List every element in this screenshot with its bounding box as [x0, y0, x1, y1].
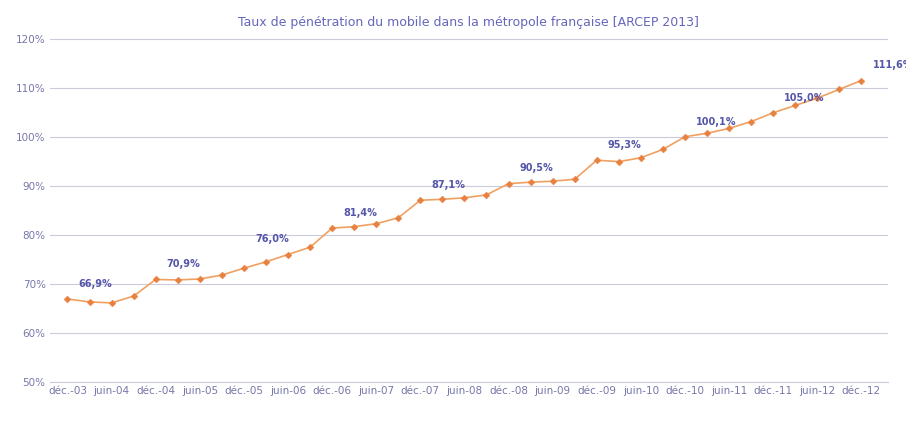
Text: 90,5%: 90,5%	[519, 163, 554, 173]
Title: Taux de pénétration du mobile dans la métropole française [ARCEP 2013]: Taux de pénétration du mobile dans la mé…	[238, 16, 699, 28]
Text: 87,1%: 87,1%	[431, 180, 466, 190]
Text: 105,0%: 105,0%	[785, 92, 824, 103]
Text: 66,9%: 66,9%	[79, 279, 112, 289]
Text: 76,0%: 76,0%	[255, 234, 289, 244]
Text: 81,4%: 81,4%	[343, 208, 377, 218]
Text: 95,3%: 95,3%	[608, 140, 641, 150]
Text: 100,1%: 100,1%	[696, 117, 737, 126]
Text: 111,6%: 111,6%	[872, 60, 906, 70]
Text: 70,9%: 70,9%	[167, 259, 200, 269]
